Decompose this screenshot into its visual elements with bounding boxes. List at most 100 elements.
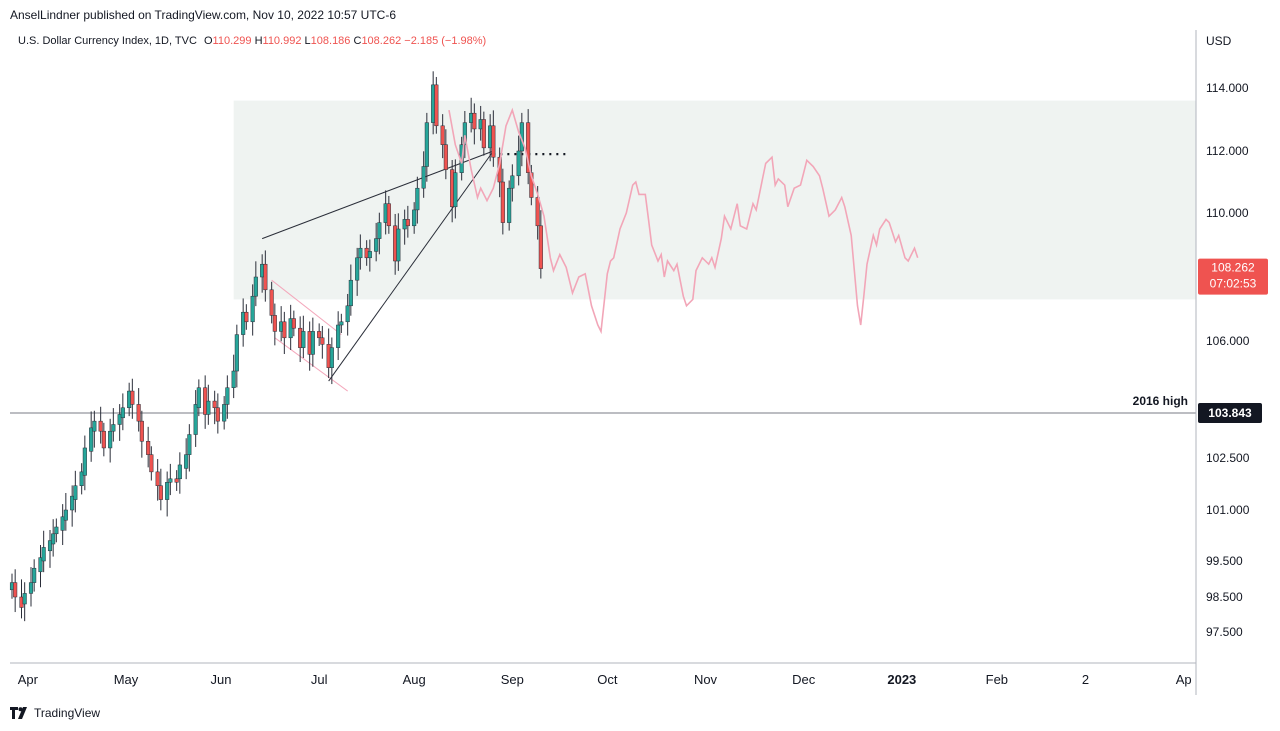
- candle: [443, 129, 448, 180]
- candle: [89, 411, 94, 462]
- candle-body: [51, 533, 56, 545]
- candle-body: [348, 279, 353, 307]
- candle: [98, 406, 103, 444]
- candle: [139, 410, 144, 458]
- candle-body: [405, 219, 410, 227]
- candle: [526, 109, 531, 185]
- candle: [310, 317, 315, 367]
- candle: [108, 418, 113, 463]
- candle: [146, 426, 151, 468]
- candle: [345, 293, 350, 336]
- candle: [510, 164, 515, 202]
- candle: [320, 325, 325, 359]
- trendline-layer: [261, 150, 570, 392]
- candle: [355, 247, 360, 296]
- candle-body: [310, 331, 315, 355]
- candle-body: [89, 427, 94, 452]
- candles-layer: [9, 71, 543, 622]
- candle: [222, 396, 227, 430]
- candle-body: [500, 181, 505, 223]
- last-price-tag: [1198, 258, 1268, 295]
- candle-body: [193, 404, 198, 435]
- candle: [158, 468, 163, 511]
- candle-body: [367, 251, 372, 259]
- candle-body: [215, 407, 220, 422]
- candle: [92, 410, 97, 448]
- candle-body: [440, 125, 445, 145]
- x-tick-label: 2: [1082, 672, 1089, 687]
- zone-layer: [233, 100, 1196, 300]
- candle: [13, 569, 18, 613]
- candle-body: [358, 247, 363, 259]
- candle: [168, 463, 173, 496]
- candle-body: [63, 509, 68, 521]
- candle: [481, 111, 486, 156]
- candle-body: [206, 400, 211, 415]
- last-price-value: 108.262: [1211, 261, 1255, 275]
- candle-body: [263, 263, 268, 291]
- channel-line-2: [274, 337, 348, 392]
- candle-body: [196, 387, 201, 409]
- symbol-title[interactable]: U.S. Dollar Currency Index, 1D, TVC: [18, 35, 197, 47]
- candle: [79, 463, 84, 495]
- candle: [54, 518, 59, 543]
- candle: [263, 250, 268, 302]
- tradingview-footer[interactable]: TradingView: [10, 706, 100, 720]
- x-tick-label: Sep: [501, 672, 524, 687]
- candle: [291, 310, 296, 337]
- candle-body: [13, 582, 18, 598]
- candle: [282, 311, 287, 355]
- candle-body: [60, 516, 65, 531]
- candle: [269, 281, 274, 324]
- currency-label[interactable]: USD: [1206, 34, 1232, 48]
- candle: [193, 390, 198, 447]
- x-tick-label: 2023: [887, 672, 916, 687]
- candle: [472, 103, 477, 145]
- candle: [329, 337, 334, 385]
- candle-body: [269, 289, 274, 316]
- candle-body: [453, 172, 458, 208]
- candle-body: [168, 478, 173, 483]
- candle-body: [412, 209, 417, 227]
- candle: [177, 452, 182, 494]
- candle: [28, 567, 34, 607]
- candle: [155, 459, 160, 501]
- candle: [348, 264, 353, 316]
- close-label: C: [353, 35, 362, 47]
- candle-body: [253, 276, 258, 297]
- frame-layer: [10, 30, 1197, 695]
- candle: [412, 202, 417, 234]
- low-label: L: [304, 35, 311, 47]
- y-tick-label: 99.500: [1206, 554, 1243, 568]
- candle: [241, 298, 246, 347]
- candle: [117, 404, 122, 441]
- y-tick-label: 101.000: [1206, 503, 1250, 517]
- candle-body: [101, 430, 106, 449]
- x-axis: Apr May Jun Jul Aug Sep Oct Nov Dec 2023 Feb 2 Ap: [18, 672, 1192, 687]
- candle-body: [184, 454, 189, 469]
- candle-body: [415, 187, 420, 211]
- x-tick-label: Apr: [18, 672, 39, 687]
- candle: [22, 582, 27, 622]
- x-tick-label: Dec: [792, 672, 816, 687]
- candle: [111, 408, 116, 442]
- candle-body: [374, 238, 379, 252]
- candle: [165, 471, 170, 517]
- candle-body: [117, 414, 122, 425]
- candle: [516, 135, 521, 186]
- candle: [377, 212, 382, 255]
- high-value: 110.992: [262, 35, 302, 47]
- x-tick-label: Nov: [694, 672, 718, 687]
- candle-body: [535, 197, 540, 227]
- candle-body: [386, 203, 391, 227]
- x-tick-label: Aug: [403, 672, 426, 687]
- candle: [184, 438, 189, 480]
- candle: [367, 239, 372, 272]
- y-tick-label: 98.500: [1206, 590, 1243, 604]
- candle-body: [244, 311, 249, 323]
- hline-price-value: 103.843: [1208, 406, 1252, 420]
- candle: [538, 210, 543, 279]
- x-tick-label: May: [114, 672, 139, 687]
- candle: [41, 530, 46, 573]
